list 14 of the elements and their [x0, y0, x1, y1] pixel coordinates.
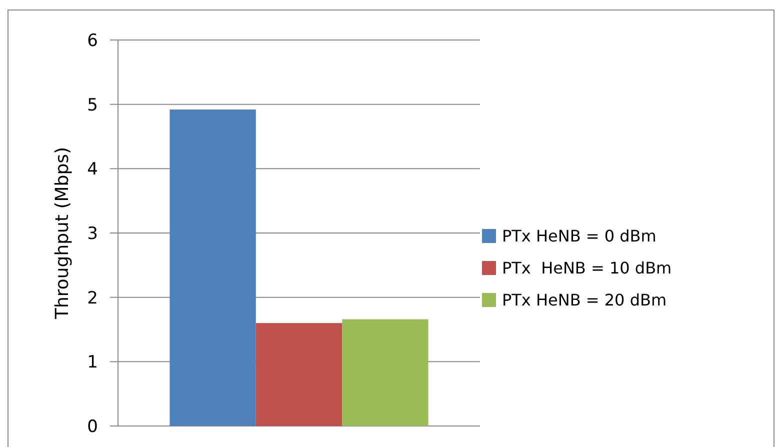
y-tick-label: 2 [87, 288, 98, 308]
y-tick-label: 5 [87, 95, 98, 116]
legend-label: PTx HeNB = 20 dBm [502, 290, 667, 310]
bar [170, 109, 256, 426]
bar [342, 319, 428, 426]
y-axis-title: Throughput (Mbps) [52, 146, 73, 320]
y-tick-label: 4 [87, 160, 98, 180]
legend-label: PTx HeNB = 0 dBm [502, 226, 656, 246]
y-tick-label: 0 [87, 416, 98, 437]
y-tick-label: 1 [87, 352, 98, 373]
bar [256, 323, 342, 426]
y-tick-label: 3 [87, 224, 98, 244]
y-tick-label: 6 [87, 30, 98, 51]
legend-label: PTx HeNB = 10 dBm [502, 258, 672, 278]
